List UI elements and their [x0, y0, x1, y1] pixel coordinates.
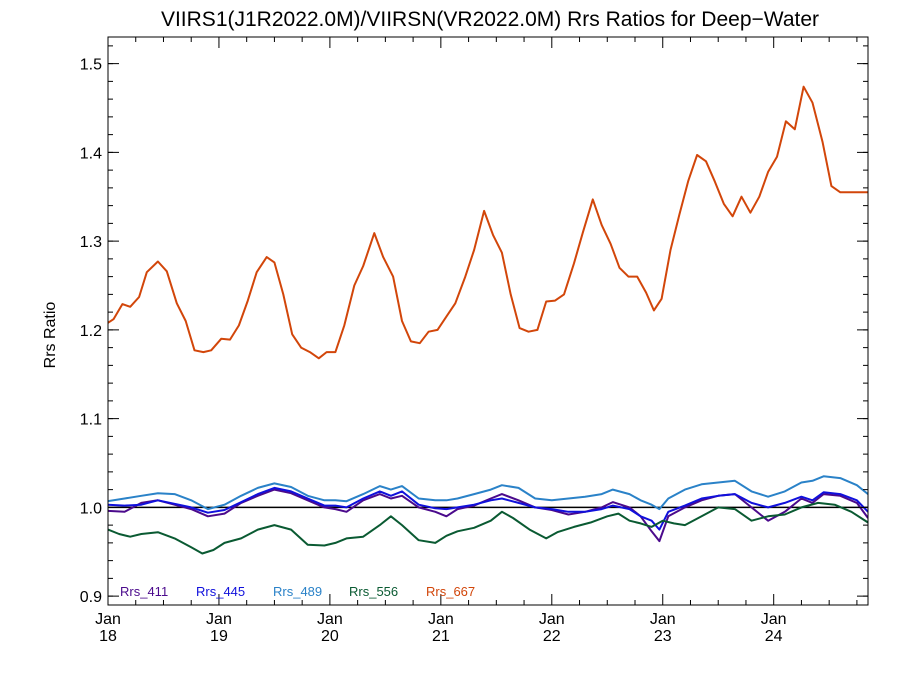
series-line-rrs-445: [108, 486, 868, 531]
x-tick-label-year: 18: [99, 628, 117, 645]
y-tick-label: 1.3: [80, 234, 102, 251]
legend-label-rrs-411: Rrs_411: [120, 584, 168, 599]
x-tick-label-month: Jan: [428, 611, 454, 628]
legend-label-rrs-667: Rrs_667: [426, 584, 475, 599]
y-tick-label: 1.2: [80, 323, 102, 340]
legend-label-rrs-556: Rrs_556: [349, 584, 398, 599]
y-tick-label: 1.4: [80, 145, 102, 162]
axes: 0.91.01.11.21.31.41.5Jan18Jan19Jan20Jan2…: [80, 37, 868, 645]
chart-title: VIIRS1(J1R2022.0M)/VIIRSN(VR2022.0M) Rrs…: [161, 8, 819, 31]
series-line-rrs-556: [108, 501, 868, 555]
x-tick-label-year: 23: [654, 628, 672, 645]
x-tick-label-month: Jan: [206, 611, 232, 628]
x-tick-label-year: 24: [765, 628, 783, 645]
y-tick-label: 1.1: [80, 412, 102, 429]
x-tick-label-year: 20: [321, 628, 339, 645]
x-tick-label-month: Jan: [317, 611, 343, 628]
legend-label-rrs-445: Rrs_445: [196, 584, 245, 599]
y-axis-label: Rrs Ratio: [42, 302, 59, 369]
series-line-rrs-489: [108, 475, 868, 511]
x-tick-label-year: 19: [210, 628, 228, 645]
legend: Rrs_411 Rrs_445 Rrs_489 Rrs_556 Rrs_667: [120, 584, 475, 599]
series-line-rrs-411: [108, 488, 868, 543]
x-tick-label-year: 22: [543, 628, 561, 645]
plot-frame: [107, 36, 869, 606]
y-tick-label: 1.5: [80, 57, 102, 74]
x-tick-label-month: Jan: [761, 611, 787, 628]
series-line-rrs-667: [108, 85, 868, 360]
legend-label-rrs-489: Rrs_489: [273, 584, 322, 599]
y-tick-label: 1.0: [80, 500, 102, 517]
x-tick-label-year: 21: [432, 628, 450, 645]
x-tick-label-month: Jan: [650, 611, 676, 628]
x-tick-label-month: Jan: [539, 611, 565, 628]
plot-content: [108, 85, 868, 555]
y-tick-label: 0.9: [80, 589, 102, 606]
x-tick-label-month: Jan: [95, 611, 121, 628]
